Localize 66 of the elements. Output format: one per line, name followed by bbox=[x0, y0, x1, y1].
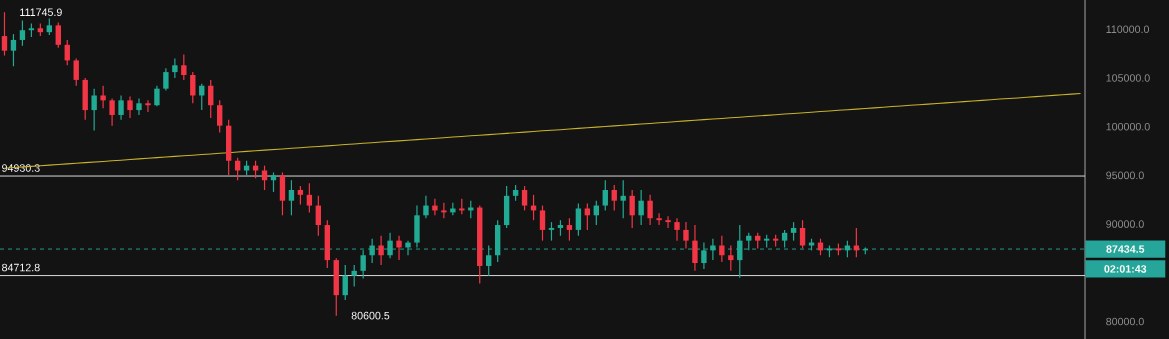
candlestick bbox=[521, 185, 528, 212]
candlestick bbox=[127, 95, 133, 119]
y-tick-label: 80000.0 bbox=[1106, 317, 1144, 326]
candlestick bbox=[118, 94, 124, 121]
annotation: 111745.9 bbox=[20, 8, 62, 17]
candlestick bbox=[19, 19, 26, 47]
candlestick bbox=[647, 194, 653, 226]
candlestick bbox=[297, 185, 304, 206]
candlestick bbox=[566, 217, 573, 242]
candlestick bbox=[10, 33, 17, 67]
candlestick bbox=[136, 97, 142, 116]
candlestick bbox=[217, 99, 223, 134]
candlestick bbox=[638, 189, 644, 226]
candlestick bbox=[306, 182, 313, 213]
candlestick bbox=[539, 204, 546, 242]
ref-line-label: 87434.5 bbox=[1106, 245, 1145, 253]
candlestick bbox=[441, 202, 447, 219]
candlestick bbox=[790, 221, 797, 242]
y-tick-label: 110000.0 bbox=[1106, 25, 1150, 34]
y-tick-label: 95000.0 bbox=[1106, 171, 1144, 180]
candlestick bbox=[575, 203, 582, 237]
candlestick bbox=[342, 264, 348, 301]
candlestick bbox=[270, 171, 277, 193]
candlestick bbox=[208, 79, 214, 119]
candlestick bbox=[109, 97, 115, 127]
candlestick bbox=[73, 57, 79, 87]
candlestick bbox=[611, 184, 617, 212]
candlestick bbox=[351, 264, 357, 288]
candlestick bbox=[145, 99, 151, 113]
candlestick bbox=[172, 57, 178, 79]
candlestick bbox=[315, 195, 322, 237]
candlestick bbox=[692, 224, 698, 272]
candlestick bbox=[683, 221, 689, 250]
candlestick bbox=[100, 85, 106, 109]
candlestick bbox=[423, 195, 429, 219]
candlestick bbox=[629, 189, 635, 229]
candlestick bbox=[602, 179, 608, 212]
candlestick bbox=[154, 85, 160, 107]
ref-line-label: 94930.3 bbox=[2, 164, 40, 172]
candlestick bbox=[163, 67, 169, 92]
candlestick bbox=[548, 221, 555, 242]
candlestick bbox=[288, 179, 295, 216]
candlestick bbox=[91, 88, 97, 132]
candlestick bbox=[55, 21, 61, 49]
candlestick bbox=[656, 212, 662, 226]
candlestick bbox=[396, 235, 402, 261]
annotation: 80600.5 bbox=[351, 311, 390, 320]
candlestick bbox=[360, 249, 366, 280]
candlestick bbox=[181, 53, 187, 81]
candlestick bbox=[432, 198, 438, 216]
candlestick bbox=[665, 215, 671, 229]
candlestick bbox=[674, 217, 680, 242]
y-tick-label: 90000.0 bbox=[1106, 220, 1144, 228]
y-tick-label: 105000.0 bbox=[1106, 74, 1150, 82]
candlestick bbox=[620, 179, 626, 219]
candlestick bbox=[190, 71, 196, 104]
candlestick bbox=[584, 203, 591, 231]
candlestick bbox=[378, 235, 384, 266]
text: 02:01:43 bbox=[1104, 265, 1147, 273]
candlestick bbox=[719, 235, 725, 263]
candlestick bbox=[1, 11, 8, 57]
candlestick bbox=[261, 165, 268, 191]
candlestick bbox=[799, 219, 806, 250]
candlestick bbox=[728, 244, 734, 272]
ref-line-label: 84712.8 bbox=[2, 263, 40, 272]
y-tick-label: 100000.0 bbox=[1106, 122, 1150, 131]
